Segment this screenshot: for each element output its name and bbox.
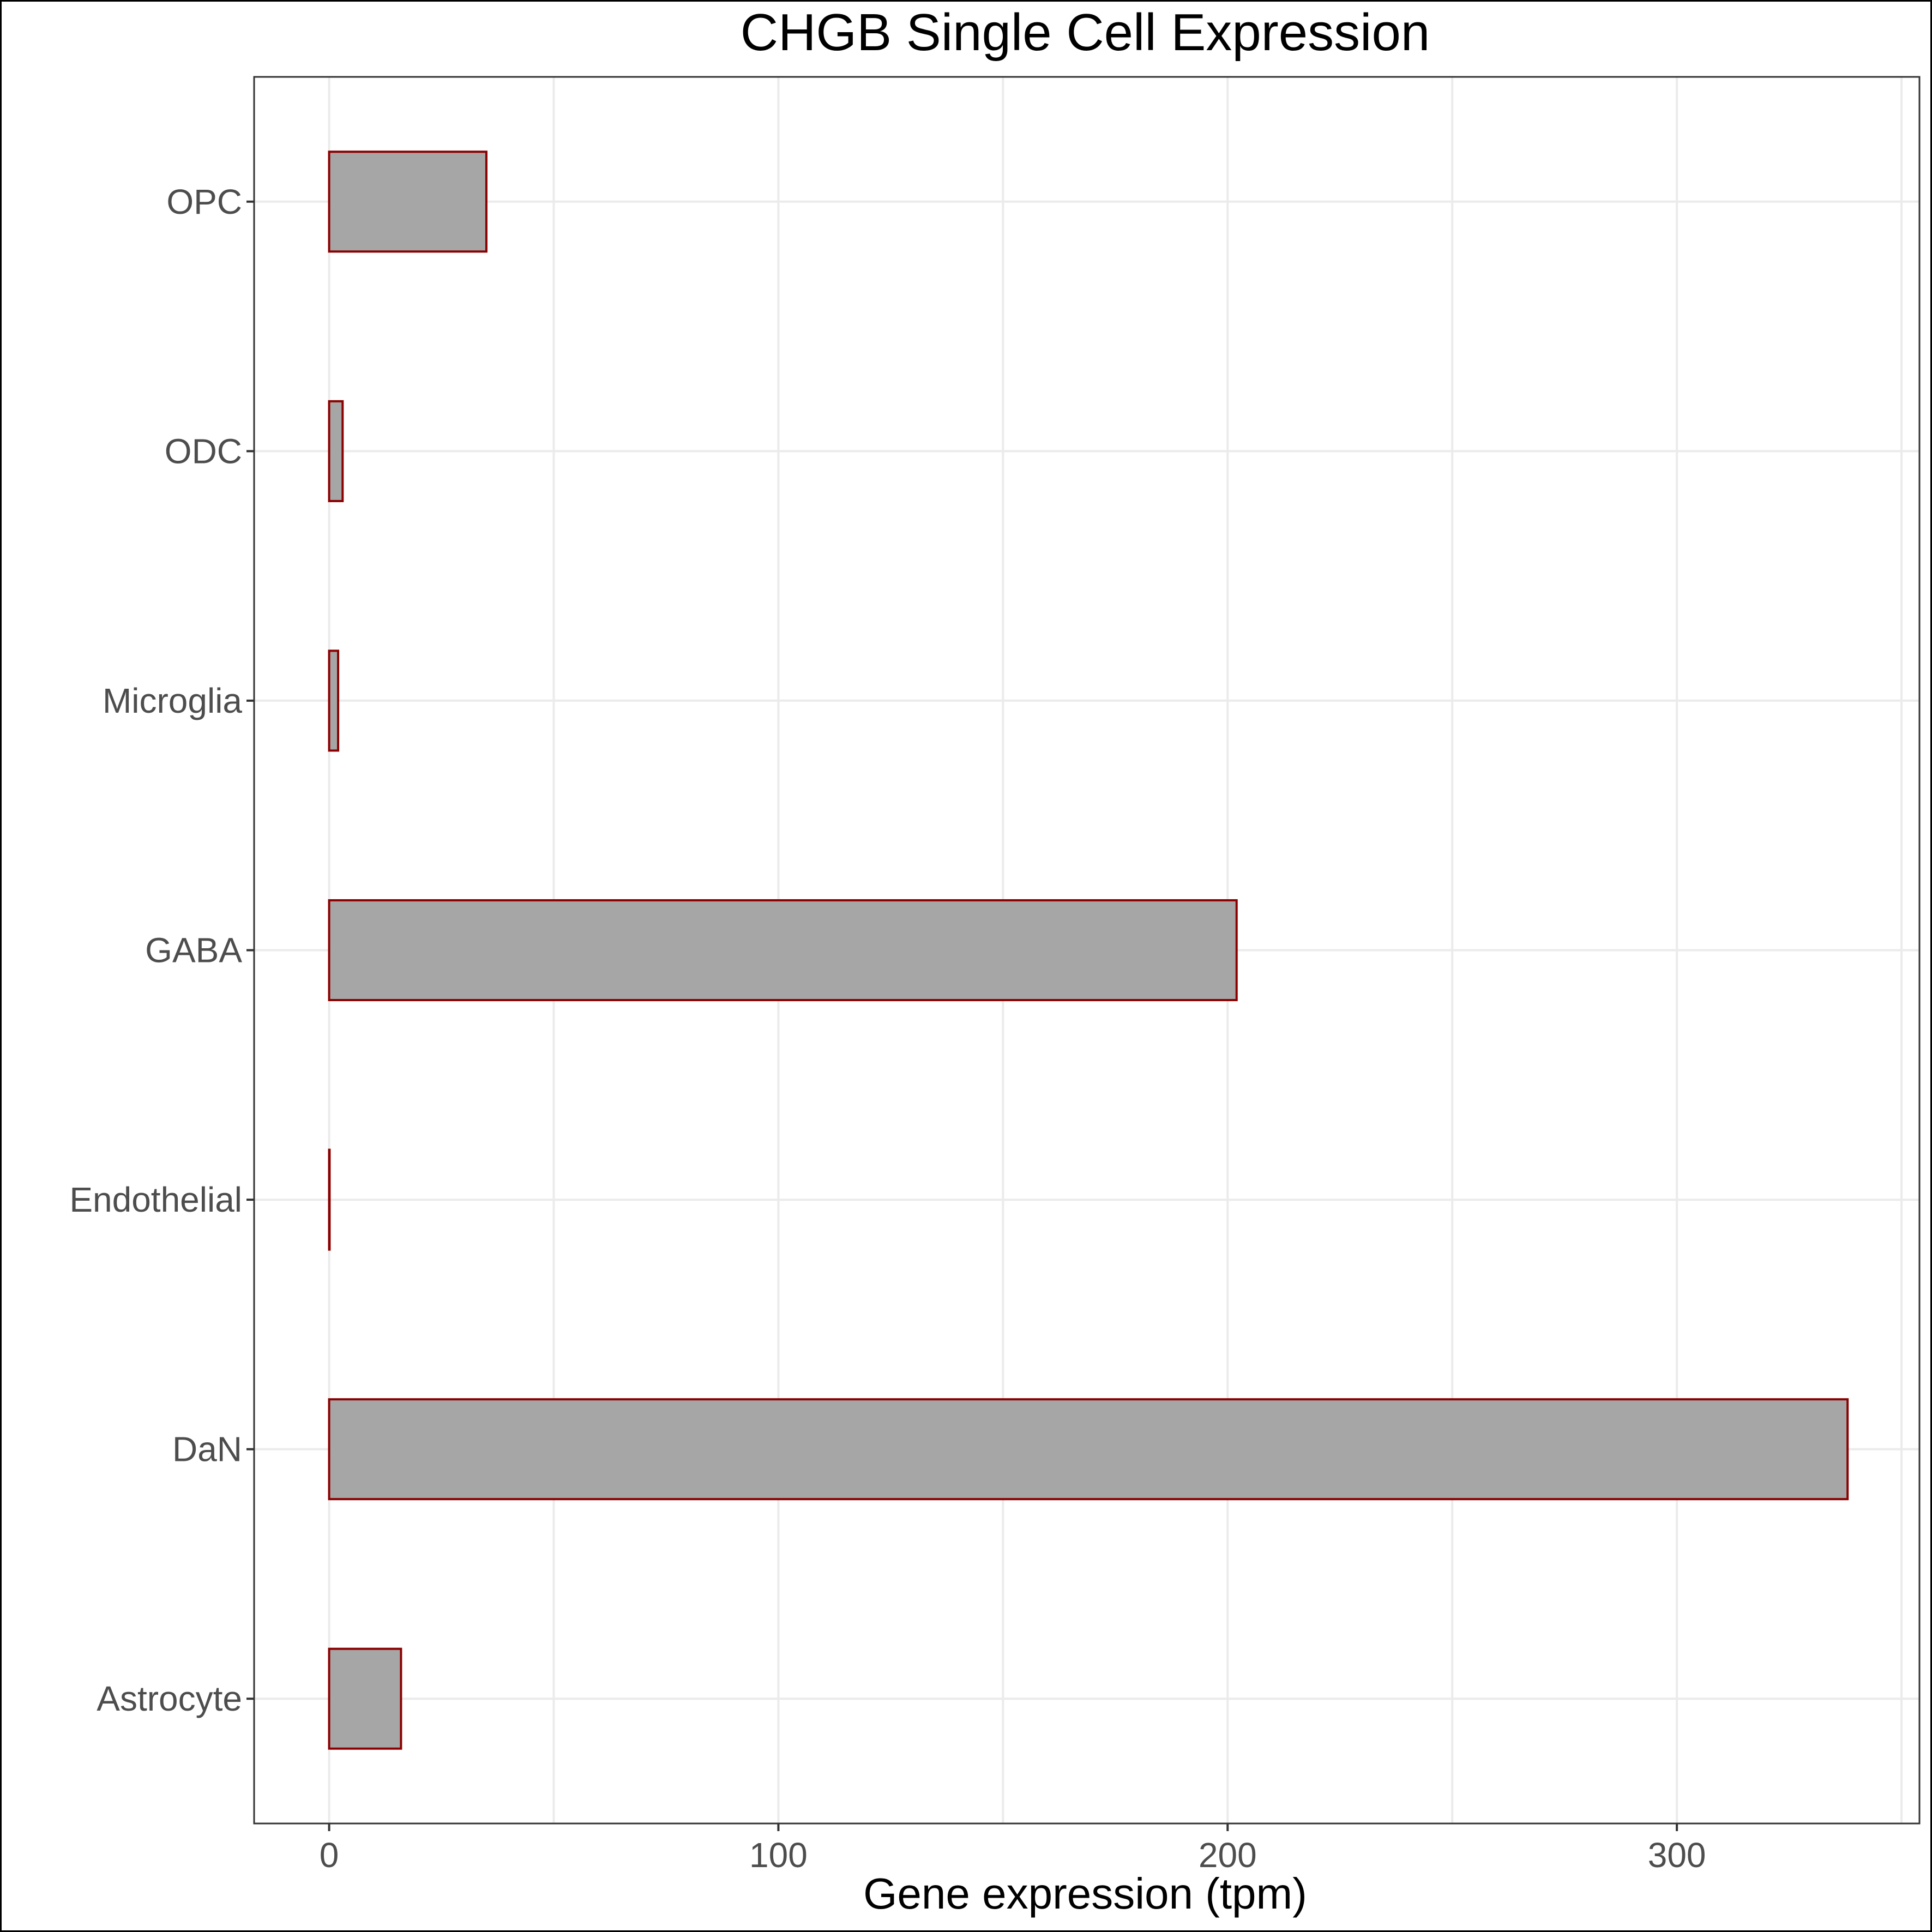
- tick-labels: Astrocyte DaN Endothelial GABA Microglia ODC O…: [69, 182, 1706, 1875]
- y-tick-label: DaN: [172, 1430, 242, 1469]
- chart-title: CHGB Single Cell Expression: [741, 3, 1430, 62]
- bar-opc: [328, 151, 487, 253]
- x-axis-title: Gene expression (tpm): [863, 1869, 1307, 1918]
- x-tick-label: 200: [1199, 1835, 1257, 1875]
- x-tick-label: 300: [1648, 1835, 1706, 1875]
- bar-microglia: [328, 649, 340, 752]
- y-tick-label: Microglia: [103, 681, 242, 720]
- bar-odc: [328, 400, 344, 502]
- bar-astrocyte: [328, 1647, 402, 1750]
- y-tick-label: ODC: [165, 431, 242, 471]
- x-tick-label: 0: [320, 1835, 339, 1875]
- bar-gaba: [328, 899, 1238, 1002]
- bars: [328, 151, 1849, 1750]
- y-tick-label: GABA: [145, 931, 242, 970]
- y-tick-label: OPC: [166, 182, 242, 221]
- bar-endothelial: [328, 1148, 331, 1251]
- y-tick-label: Endothelial: [69, 1180, 242, 1219]
- bar-dan: [328, 1398, 1849, 1501]
- x-tick-label: 100: [749, 1835, 808, 1875]
- y-tick-label: Astrocyte: [97, 1679, 242, 1718]
- axis-ticks: [246, 200, 1678, 1831]
